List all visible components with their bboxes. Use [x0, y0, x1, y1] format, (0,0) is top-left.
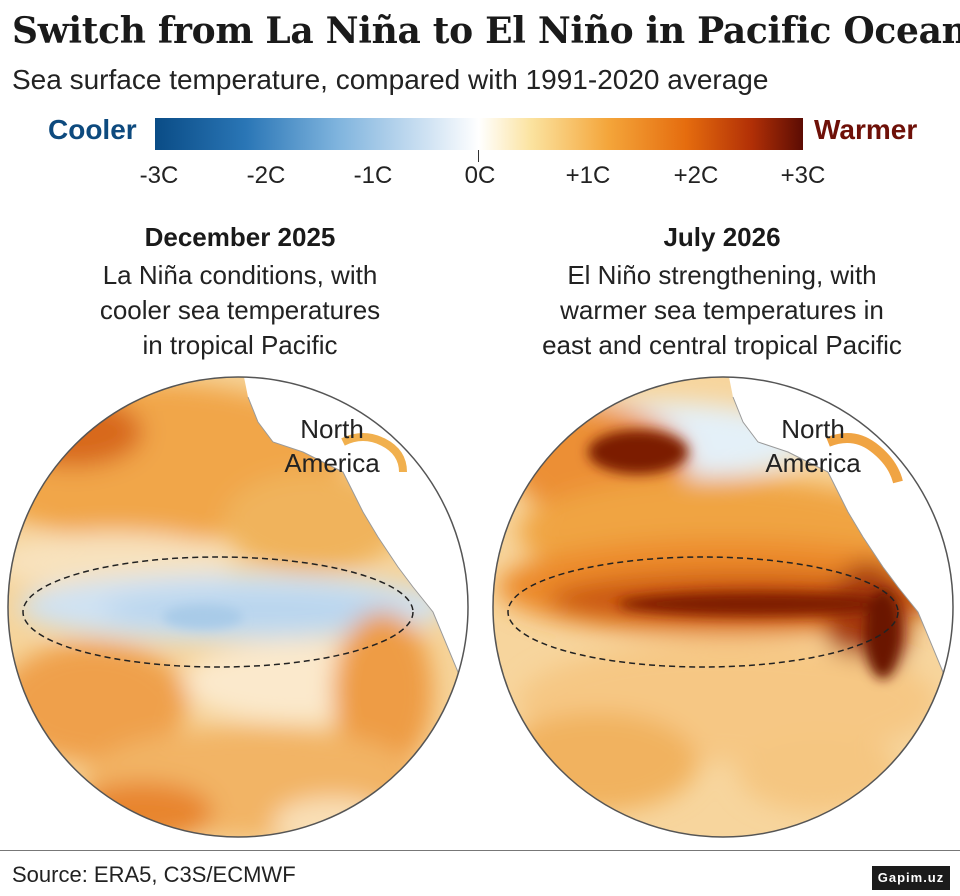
- colorbar-tick-label: +3C: [780, 162, 826, 189]
- globe-outline: [7, 376, 469, 838]
- colorbar-tick-label: 0C: [464, 162, 496, 189]
- description-line: in tropical Pacific: [142, 330, 338, 360]
- sea-temperature-field: [8, 377, 468, 837]
- chart-subtitle: Sea surface temperature, compared with 1…: [12, 64, 769, 95]
- colorbar-tick-label: +2C: [673, 162, 719, 189]
- legend-cool-label: Cooler: [48, 114, 137, 145]
- panel-title-december-2025: December 2025: [144, 222, 336, 252]
- globe-map-el-nino: [492, 376, 954, 838]
- footer-divider: [0, 850, 960, 851]
- description-line: warmer sea temperatures in: [560, 295, 884, 325]
- tropical-pacific-region-outline: [22, 556, 414, 668]
- colorbar-tick-label: -3C: [139, 162, 179, 189]
- description-line: El Niño strengthening, with: [567, 260, 877, 290]
- panel-description-july-2026: El Niño strengthening, with warmer sea t…: [502, 258, 942, 363]
- watermark-logo: Gapim.uz: [872, 866, 950, 890]
- colorbar-tick-label: -2C: [246, 162, 286, 189]
- coastal-warm-water: [341, 433, 407, 473]
- description-line: cooler sea temperatures: [99, 295, 381, 325]
- colorbar-tick-label: +1C: [565, 162, 611, 189]
- land-north-america: [243, 377, 468, 732]
- source-note: Source: ERA5, C3S/ECMWF: [12, 862, 296, 887]
- map-label-line: North: [300, 414, 364, 444]
- sea-temperature-field: [493, 377, 953, 837]
- coastal-warm-water: [826, 433, 903, 484]
- temperature-colorbar: [155, 118, 803, 150]
- coastline: [732, 396, 953, 733]
- chart-title: Switch from La Niña to El Niño in Pacifi…: [12, 10, 960, 52]
- legend-warm-label: Warmer: [814, 114, 918, 145]
- map-label-north-america: North America: [743, 412, 883, 480]
- coastline: [247, 396, 468, 733]
- panel-description-december-2025: La Niña conditions, with cooler sea temp…: [20, 258, 460, 363]
- globe-outline: [492, 376, 954, 838]
- map-label-line: America: [284, 448, 380, 478]
- description-line: east and central tropical Pacific: [542, 330, 902, 360]
- map-label-north-america: North America: [262, 412, 402, 480]
- colorbar-zero-tick: [478, 150, 479, 162]
- description-line: La Niña conditions, with: [102, 260, 378, 290]
- map-label-line: North: [781, 414, 845, 444]
- tropical-pacific-region-outline: [507, 556, 899, 668]
- panel-title-july-2026: July 2026: [663, 222, 781, 252]
- land-north-america: [728, 377, 953, 732]
- map-label-line: America: [765, 448, 861, 478]
- globe-map-la-nina: [7, 376, 469, 838]
- colorbar-tick-label: -1C: [353, 162, 393, 189]
